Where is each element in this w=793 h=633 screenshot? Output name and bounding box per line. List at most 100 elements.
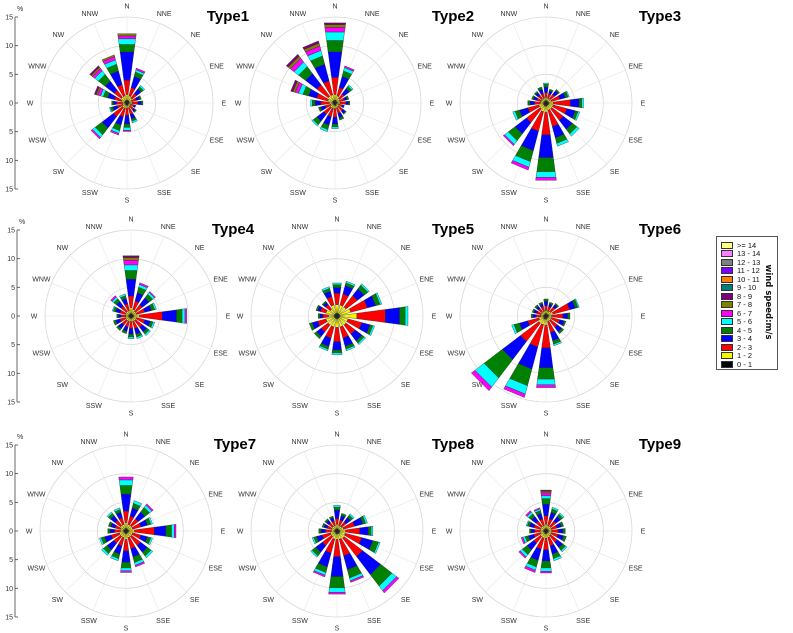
grid-spoke [127, 103, 188, 164]
wedge-S-2 [333, 109, 337, 118]
direction-label-sse: SSE [576, 403, 590, 410]
wedge-W-4 [531, 314, 533, 318]
legend-swatch [721, 301, 733, 308]
direction-label-nne: NNE [576, 439, 591, 446]
wedge-E-6 [185, 309, 187, 324]
panel-title: Type9 [639, 436, 681, 453]
legend-item: 7 - 8 [721, 301, 752, 309]
wedge-S-1 [545, 106, 547, 112]
direction-label-nne: NNE [157, 11, 172, 18]
wedge-E-1 [129, 530, 135, 532]
wedge-S-5 [332, 353, 342, 355]
direction-label-ene: ENE [208, 491, 223, 498]
direction-label-nw: NW [472, 32, 484, 39]
direction-label-ene: ENE [213, 276, 228, 283]
direction-label-e: E [641, 529, 646, 536]
direction-label-nne: NNE [576, 224, 591, 231]
direction-label-wsw: WSW [447, 351, 465, 358]
wedge-N-2 [544, 516, 548, 525]
legend-swatch [721, 344, 733, 351]
wedge-W-2 [535, 102, 541, 105]
wedge-W-4 [312, 100, 315, 106]
direction-label-sw: SW [472, 382, 484, 389]
wedge-N-1 [545, 310, 547, 313]
direction-label-se: SE [610, 169, 620, 176]
direction-label-sw: SW [261, 169, 273, 176]
wedge-N-2 [123, 511, 128, 522]
wedge-N-1 [130, 308, 132, 314]
wedge-N-6 [118, 36, 136, 39]
radial-tick-label: 5 [9, 557, 13, 564]
legend-item: >= 14 [721, 241, 756, 249]
radial-tick-label: 15 [7, 400, 15, 407]
direction-label-n: N [334, 432, 339, 439]
wedge-W-2 [121, 315, 126, 318]
wedge-W-4 [530, 529, 532, 533]
wedge-N-5 [333, 283, 342, 285]
direction-label-nne: NNE [156, 439, 171, 446]
direction-label-w: W [446, 101, 453, 108]
direction-label-w: W [27, 101, 34, 108]
wedge-E-5 [172, 525, 175, 538]
wedge-N-2 [334, 293, 340, 304]
wedge-W-1 [541, 315, 544, 316]
direction-label-wsw: WSW [238, 351, 256, 358]
direction-label-nw: NW [52, 460, 64, 467]
direction-label-w: W [237, 529, 244, 536]
wedge-N-2 [124, 80, 130, 94]
radial-tick-label: 15 [5, 187, 13, 194]
wedge-N-5 [124, 265, 138, 271]
direction-label-ese: ESE [629, 138, 643, 145]
panel-title: Type4 [212, 221, 255, 238]
direction-label-ssw: SSW [292, 618, 308, 625]
direction-label-ne: NE [610, 460, 620, 467]
direction-label-w: W [446, 314, 453, 321]
direction-label-nnw: NNW [81, 439, 98, 446]
wedge-E-3 [559, 529, 564, 534]
legend-swatch [721, 318, 733, 325]
wedge-E-2 [135, 527, 155, 535]
panel-title: Type7 [214, 436, 256, 453]
radial-tick-label: 5 [9, 500, 13, 507]
wedge-E-4 [177, 309, 183, 323]
direction-label-nnw: NNW [86, 224, 103, 231]
direction-label-se: SE [610, 382, 620, 389]
direction-label-sse: SSE [157, 190, 171, 197]
direction-label-ese: ESE [629, 351, 643, 358]
direction-label-ssw: SSW [86, 403, 102, 410]
direction-label-se: SE [401, 597, 411, 604]
direction-label-s: S [125, 198, 130, 205]
direction-label-nnw: NNW [292, 224, 309, 231]
legend-item: 5 - 6 [721, 318, 752, 326]
wedge-S-4 [124, 124, 131, 127]
wedge-S-3 [332, 342, 341, 351]
wedge-N-6 [119, 477, 134, 480]
wedge-S-4 [121, 562, 131, 568]
direction-label-w: W [446, 529, 453, 536]
wedge-S-6 [120, 571, 131, 573]
wedge-W-2 [321, 101, 330, 105]
wedge-N-4 [544, 84, 549, 87]
radial-tick-label: 10 [5, 158, 13, 165]
wedge-S-4 [128, 334, 134, 337]
wedge-W-2 [326, 530, 332, 533]
wedge-E-5 [582, 98, 584, 108]
legend-title: wind speed:m/s [763, 264, 773, 339]
wedge-E-3 [162, 310, 176, 322]
radial-tick-label: 15 [5, 443, 13, 450]
wedge-N-1 [545, 97, 547, 100]
direction-label-s: S [124, 626, 129, 633]
direction-label-wsw: WSW [28, 138, 46, 145]
radial-tick-label: 15 [5, 615, 13, 622]
direction-label-e: E [226, 314, 231, 321]
legend-swatch [721, 250, 733, 257]
wedge-N-3 [544, 301, 548, 306]
direction-label-wnw: WNW [447, 276, 466, 283]
direction-label-wnw: WNW [447, 491, 466, 498]
wedge-S-4 [332, 124, 338, 127]
direction-label-nw: NW [57, 245, 69, 252]
direction-label-ene: ENE [419, 276, 434, 283]
wedge-E-3 [154, 526, 165, 537]
wedge-N-2 [545, 93, 548, 98]
